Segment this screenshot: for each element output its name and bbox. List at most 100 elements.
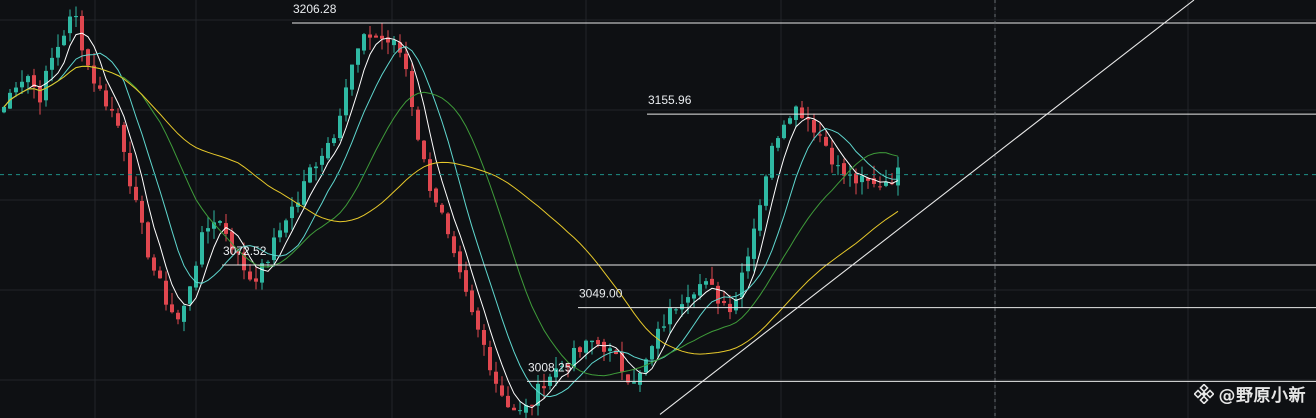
candle-body-21 — [128, 152, 132, 187]
candle-body-130 — [782, 124, 786, 139]
candle-body-74 — [446, 213, 450, 235]
candle-body-22 — [134, 186, 138, 201]
candle-body-111 — [668, 307, 672, 325]
candle-body-4 — [26, 76, 30, 83]
candle-body-66 — [398, 42, 402, 53]
candle-body-142 — [854, 173, 858, 184]
candle-body-2 — [14, 87, 18, 93]
candle-body-117 — [704, 281, 708, 285]
candle-body-48 — [290, 206, 294, 219]
candle-body-92 — [554, 368, 558, 378]
candle-body-73 — [440, 204, 444, 213]
candle-body-149 — [896, 167, 900, 186]
watermark-text: @野原小新 — [1218, 386, 1306, 406]
candle-body-0 — [2, 106, 6, 113]
candle-body-28 — [170, 304, 174, 313]
candle-body-8 — [50, 57, 54, 70]
candle-body-54 — [326, 142, 330, 159]
candle-body-146 — [878, 186, 882, 188]
candle-body-7 — [44, 70, 48, 101]
candle-body-63 — [380, 35, 384, 39]
candle-body-3 — [20, 81, 24, 88]
candle-body-106 — [638, 372, 642, 385]
candle-body-20 — [122, 124, 126, 152]
candle-body-126 — [758, 205, 762, 231]
ma-line-20 — [3, 65, 899, 377]
candle-body-37 — [224, 223, 228, 234]
watermark: @野原小新 — [1193, 381, 1307, 406]
candle-body-129 — [776, 138, 780, 148]
ma-line-5 — [3, 32, 899, 409]
candle-body-107 — [644, 359, 648, 373]
candle-body-33 — [200, 232, 204, 265]
candle-body-85 — [512, 407, 516, 411]
candle-body-32 — [194, 265, 198, 288]
candle-body-108 — [650, 346, 654, 360]
candle-body-123 — [740, 272, 744, 298]
candle-body-41 — [248, 271, 252, 280]
candle-body-102 — [614, 350, 618, 355]
candle-body-133 — [800, 107, 804, 119]
candle-body-71 — [428, 159, 432, 191]
candle-body-61 — [368, 34, 372, 38]
candle-body-15 — [92, 65, 96, 84]
candle-body-139 — [836, 165, 840, 167]
candle-body-42 — [254, 278, 258, 282]
candle-body-45 — [272, 237, 276, 261]
binance-icon — [1193, 383, 1214, 404]
candle-body-9 — [56, 46, 60, 58]
candle-body-55 — [332, 138, 336, 144]
candle-body-12 — [74, 16, 78, 18]
price-level-label-4: 3008.25 — [528, 360, 572, 374]
candle-body-86 — [518, 410, 522, 412]
candle-body-116 — [698, 284, 702, 296]
candle-body-83 — [500, 385, 504, 396]
candle-body-113 — [680, 304, 684, 310]
candle-body-144 — [866, 178, 870, 181]
candle-body-69 — [416, 109, 420, 140]
candle-body-120 — [722, 300, 726, 304]
candle-body-143 — [860, 175, 864, 183]
candle-body-97 — [584, 340, 588, 353]
candle-body-93 — [560, 366, 564, 368]
candle-body-47 — [284, 220, 288, 233]
price-level-label-0: 3206.28 — [293, 2, 337, 16]
candle-body-18 — [110, 108, 114, 111]
candle-body-127 — [764, 176, 768, 206]
candle-body-131 — [788, 118, 792, 124]
candle-body-17 — [104, 90, 108, 107]
candle-body-14 — [86, 49, 90, 66]
price-levels: 3206.28 3155.96 3072.52 3049.00 3008.25 — [222, 2, 1316, 382]
candle-body-103 — [620, 352, 624, 372]
candle-body-134 — [806, 117, 810, 120]
candle-body-135 — [812, 119, 816, 133]
candle-body-114 — [686, 297, 690, 303]
candle-body-77 — [464, 270, 468, 292]
candle-body-78 — [470, 290, 474, 313]
candle-body-34 — [206, 228, 210, 232]
price-level-label-3: 3049.00 — [579, 287, 623, 301]
candle-body-67 — [404, 53, 408, 70]
candle-body-136 — [818, 134, 822, 136]
candle-body-19 — [116, 113, 120, 126]
candle-body-147 — [884, 181, 888, 186]
candle-body-5 — [32, 75, 36, 88]
candle-body-52 — [314, 166, 318, 169]
candle-body-40 — [242, 252, 246, 271]
candle-body-115 — [692, 294, 696, 299]
candle-body-68 — [410, 71, 414, 108]
candle-body-79 — [476, 310, 480, 330]
candles — [2, 6, 900, 418]
candle-body-6 — [38, 86, 42, 103]
candle-body-128 — [770, 145, 774, 178]
candle-body-95 — [572, 347, 576, 367]
candle-body-98 — [590, 340, 594, 343]
candle-body-38 — [230, 231, 234, 250]
candle-body-27 — [164, 280, 168, 305]
candle-body-58 — [350, 64, 354, 90]
candle-body-105 — [632, 382, 636, 384]
candle-body-24 — [146, 222, 150, 258]
candle-body-16 — [98, 85, 102, 89]
